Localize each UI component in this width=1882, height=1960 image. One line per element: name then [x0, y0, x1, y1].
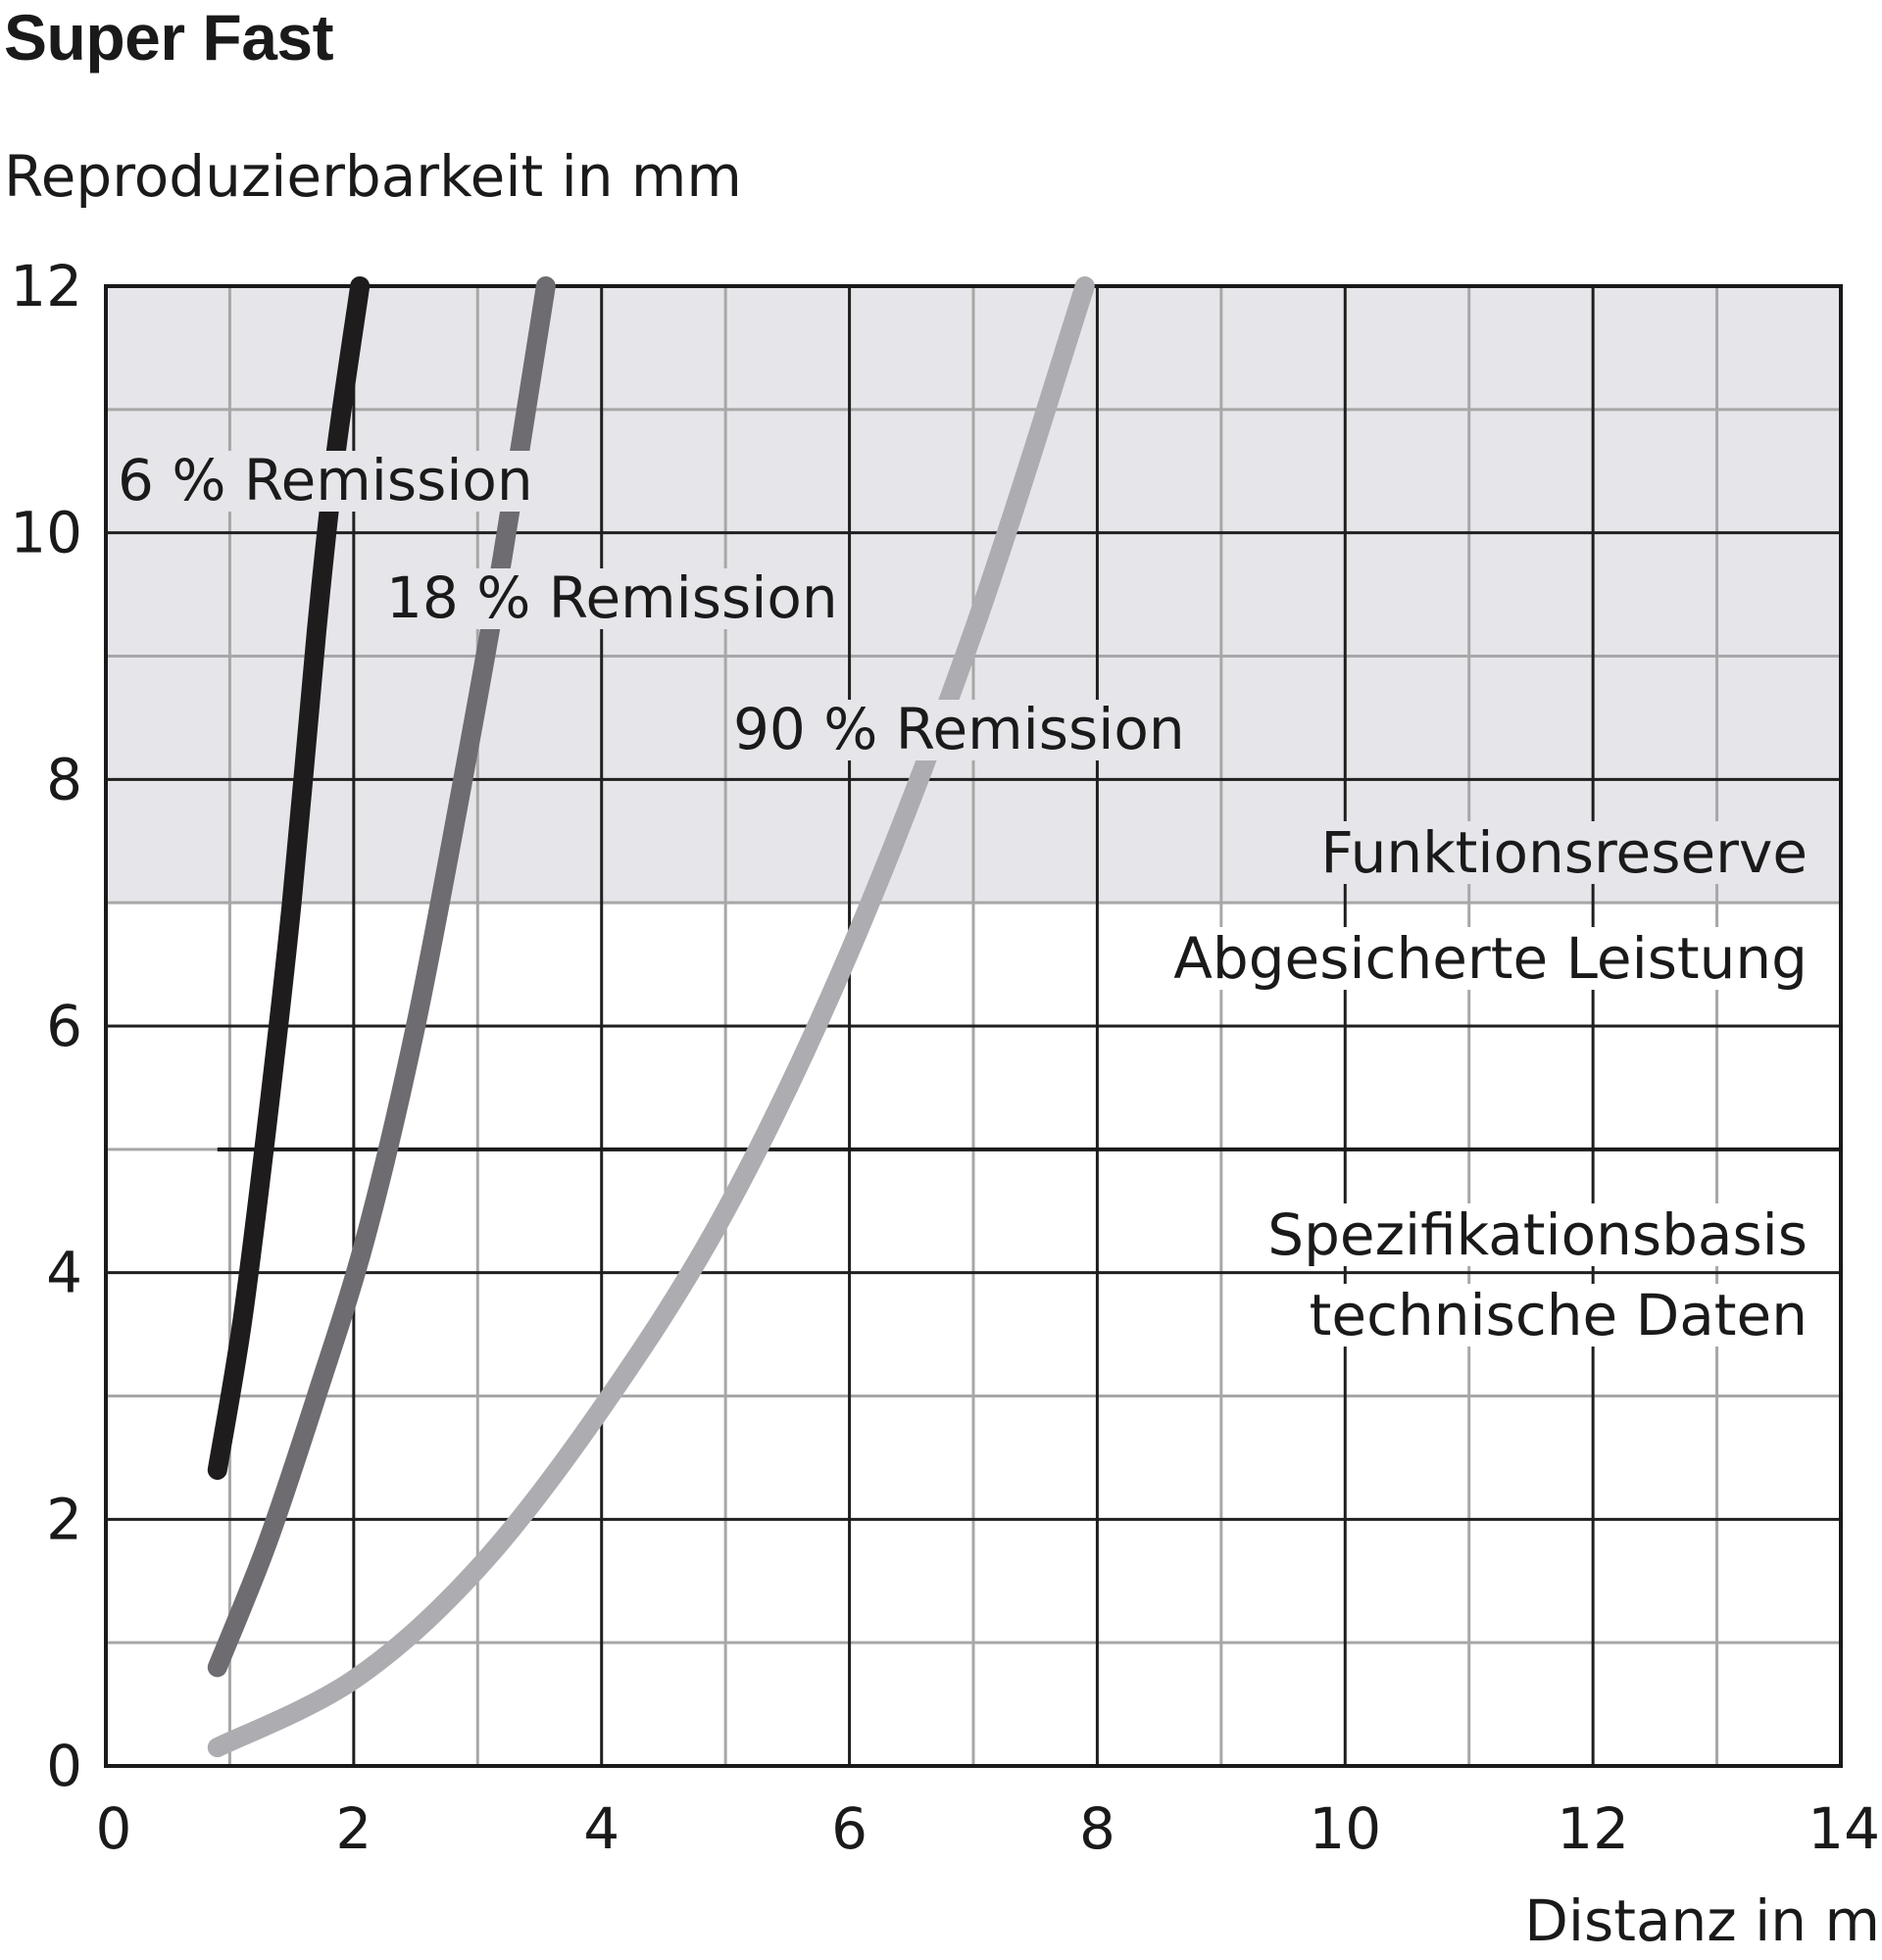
x-tick-label: 4 — [583, 1795, 619, 1862]
series-18-percent-line — [207, 276, 556, 1678]
assured-label: Abgesicherte Leistung — [1173, 925, 1808, 992]
series-90-percent-label: 90 % Remission — [733, 696, 1185, 762]
series-90-percent-line — [207, 276, 1095, 1758]
series-6-percent-label-bg — [112, 451, 539, 512]
plot-frame — [104, 284, 1843, 1768]
reserve-label-bg — [1307, 821, 1817, 884]
series-90-percent-label-bg — [727, 700, 1191, 760]
x-tick-label: 6 — [831, 1795, 867, 1862]
x-tick-label: 12 — [1557, 1795, 1629, 1862]
y-tick-label: 10 — [10, 500, 82, 566]
series-18-percent-label-bg — [380, 568, 844, 629]
annotation-group: 6 % Remission 18 % Remission 90 % Remissio… — [112, 447, 1817, 1348]
series-18-percent-label: 18 % Remission — [386, 564, 838, 631]
spec-label-line2-bg — [1295, 1284, 1817, 1347]
y-tick-label: 6 — [46, 993, 82, 1059]
spec-label-line2: technische Daten — [1310, 1282, 1808, 1348]
grid-major — [106, 286, 1841, 1766]
y-tick-label: 12 — [10, 253, 82, 319]
x-axis-label: Distanz in m — [1524, 1887, 1880, 1954]
x-tick-label: 0 — [96, 1795, 132, 1862]
y-tick-label: 2 — [46, 1486, 82, 1552]
y-tick-labels: 0 2 4 6 8 10 12 — [10, 253, 82, 1799]
x-tick-labels: 0 2 4 6 8 10 12 14 — [96, 1795, 1880, 1862]
chart-title: Super Fast — [4, 1, 334, 74]
x-tick-label: 8 — [1079, 1795, 1115, 1862]
assured-label-bg — [1160, 927, 1817, 990]
y-tick-label: 0 — [46, 1733, 82, 1799]
x-tick-label: 10 — [1309, 1795, 1381, 1862]
x-tick-label: 14 — [1808, 1795, 1880, 1862]
y-axis-label: Reproduzierbarkeit in mm — [4, 143, 742, 210]
y-tick-label: 4 — [46, 1240, 82, 1306]
x-tick-label: 2 — [335, 1795, 371, 1862]
reserve-label: Funktionsreserve — [1320, 819, 1808, 886]
series-6-percent-label: 6 % Remission — [118, 447, 533, 514]
spec-label-line1-bg — [1254, 1203, 1817, 1266]
y-tick-label: 8 — [46, 746, 82, 812]
spec-label-line1: Spezifikationsbasis — [1267, 1201, 1808, 1268]
